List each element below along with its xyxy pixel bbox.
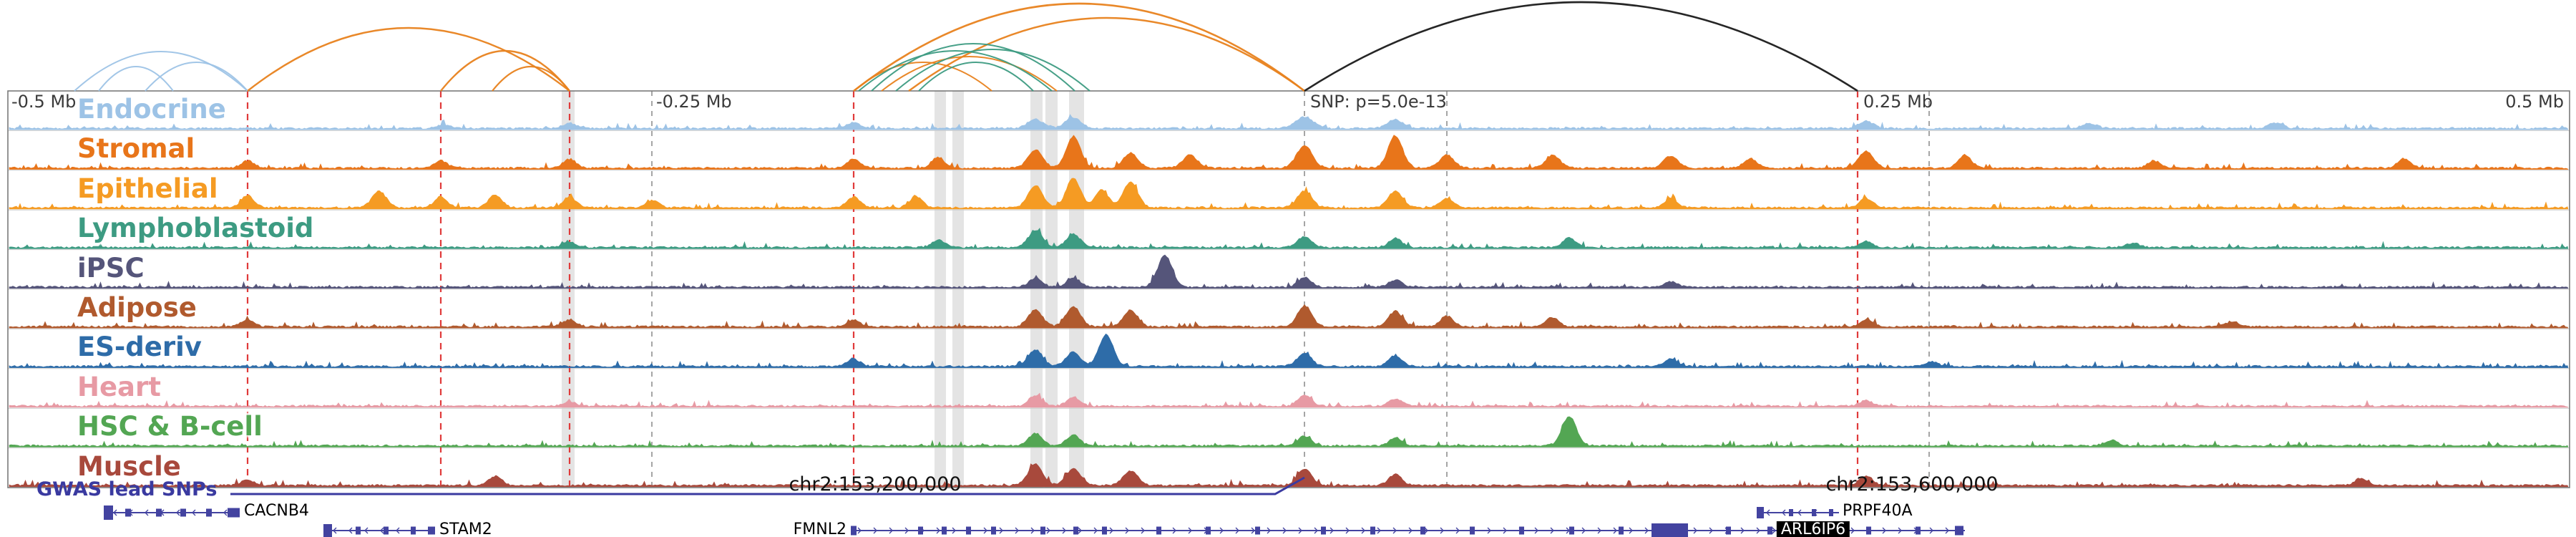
signal-track-endocrine	[9, 114, 2569, 130]
signal-track-adipose	[9, 304, 2569, 329]
interaction-arc	[247, 26, 570, 92]
interaction-arc	[853, 2, 1305, 92]
interaction-arc	[98, 66, 174, 92]
interaction-arc	[1304, 1, 1858, 92]
interaction-arc	[853, 62, 992, 92]
interaction-arc	[871, 43, 1075, 92]
signal-track-hsc-b-cell	[9, 416, 2569, 448]
gene-model-fmnl2	[851, 523, 1671, 537]
interaction-arc	[440, 49, 570, 92]
signal-track-stromal	[9, 135, 2569, 170]
interaction-arc	[881, 56, 1058, 92]
interaction-arc	[918, 62, 1034, 92]
signal-track-heart	[9, 392, 2569, 408]
interaction-arc	[895, 49, 1091, 92]
gene-model-prpf40a	[1757, 507, 1839, 518]
gene-model-arl6ip6	[1671, 523, 1965, 537]
gwas-snp-connector	[230, 476, 1305, 495]
gene-model-stam2	[323, 524, 435, 537]
signal-track-muscle	[9, 463, 2569, 488]
signal-track-lymphoblastoid	[9, 228, 2569, 249]
signal-track-ipsc	[9, 254, 2569, 289]
signal-track-epithelial	[9, 178, 2569, 210]
interaction-arc	[145, 62, 248, 92]
interaction-arc	[858, 50, 1053, 92]
interaction-arc	[74, 51, 248, 92]
signal-track-es-deriv	[9, 333, 2569, 368]
gene-model-cacnb4	[104, 505, 240, 520]
interaction-arc	[492, 66, 570, 92]
interaction-arc	[908, 16, 1305, 92]
